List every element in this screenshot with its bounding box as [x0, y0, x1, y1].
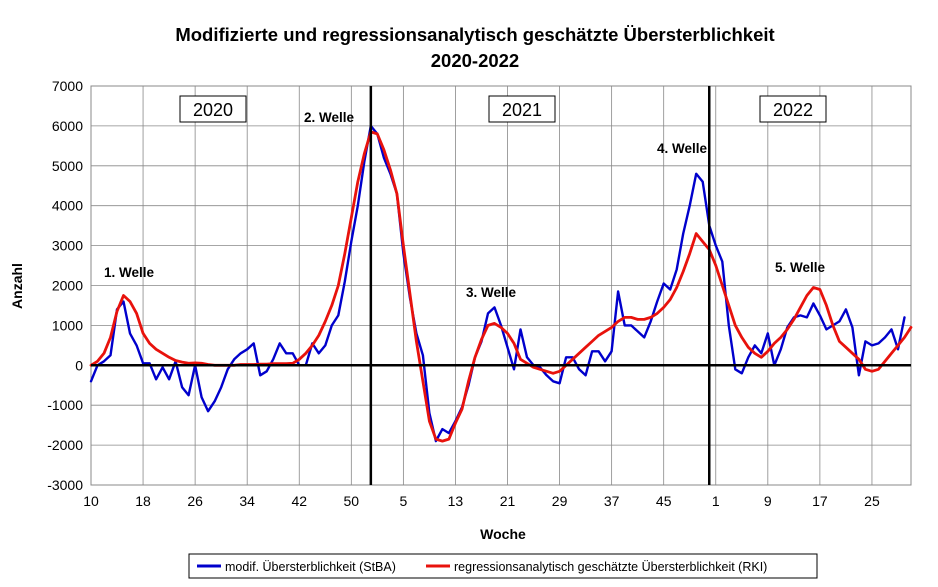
chart-subtitle: 2020-2022	[431, 50, 519, 71]
x-axis-ticks: 10 18 26 34 42 50 5 13 21 29 37 45 1 9 17 25	[83, 493, 880, 509]
overlay: 2020 2021 2022 1. Welle 2. Welle 3. Welle 4. W…	[91, 86, 911, 485]
x-tick-label: 37	[604, 493, 620, 509]
x-tick-label: 18	[135, 493, 151, 509]
y-axis-ticks: -3000 -2000 -1000 0 1000 2000 3000 4000 5000 6000…	[47, 78, 83, 493]
y-tick-label: -3000	[47, 477, 83, 493]
x-tick-label: 29	[552, 493, 568, 509]
x-tick-label: 34	[239, 493, 255, 509]
y-tick-label: 4000	[52, 198, 83, 214]
plot-area-border	[90, 85, 912, 486]
wave-annotation: 1. Welle	[104, 265, 155, 280]
x-axis-label: Woche	[480, 526, 526, 542]
x-tick-label: 10	[83, 493, 99, 509]
wave-annotation: 5. Welle	[775, 260, 826, 275]
legend-box	[188, 553, 818, 579]
x-tick-label: 1	[712, 493, 720, 509]
year-label: 2022	[773, 100, 813, 120]
year-label: 2021	[502, 100, 542, 120]
y-tick-label: 3000	[52, 238, 83, 254]
y-tick-label: 6000	[52, 118, 83, 134]
x-tick-label: 42	[291, 493, 307, 509]
x-tick-label: 26	[187, 493, 203, 509]
wave-annotation: 2. Welle	[304, 110, 355, 125]
x-tick-label: 5	[399, 493, 407, 509]
y-axis-label: Anzahl	[9, 263, 25, 309]
y-tick-label: -1000	[47, 397, 83, 413]
x-tick-label: 50	[344, 493, 360, 509]
x-tick-label: 13	[448, 493, 464, 509]
legend: modif. Übersterblichkeit (StBA) regressi…	[188, 553, 818, 579]
y-tick-label: 0	[75, 357, 83, 373]
x-tick-label: 25	[864, 493, 880, 509]
x-tick-label: 21	[500, 493, 516, 509]
wave-annotation: 4. Welle	[657, 141, 708, 156]
year-label: 2020	[193, 100, 233, 120]
y-tick-label: 7000	[52, 78, 83, 94]
y-tick-label: 2000	[52, 278, 83, 294]
year-box	[179, 95, 247, 123]
y-tick-label: 1000	[52, 317, 83, 333]
y-tick-label: -2000	[47, 437, 83, 453]
chart-title: Modifizierte und regressionsanalytisch g…	[175, 24, 774, 45]
legend-label-stba: modif. Übersterblichkeit (StBA)	[225, 560, 396, 574]
year-box	[759, 95, 827, 123]
series-lines	[89, 124, 913, 443]
legend-label-rki: regressionsanalytisch geschätzte Überste…	[454, 560, 767, 574]
x-tick-label: 9	[764, 493, 772, 509]
wave-annotation: 3. Welle	[466, 285, 517, 300]
series-line-stba	[89, 124, 906, 443]
year-box	[488, 95, 556, 123]
x-tick-label: 45	[656, 493, 672, 509]
y-tick-label: 5000	[52, 158, 83, 174]
x-tick-label: 17	[812, 493, 828, 509]
